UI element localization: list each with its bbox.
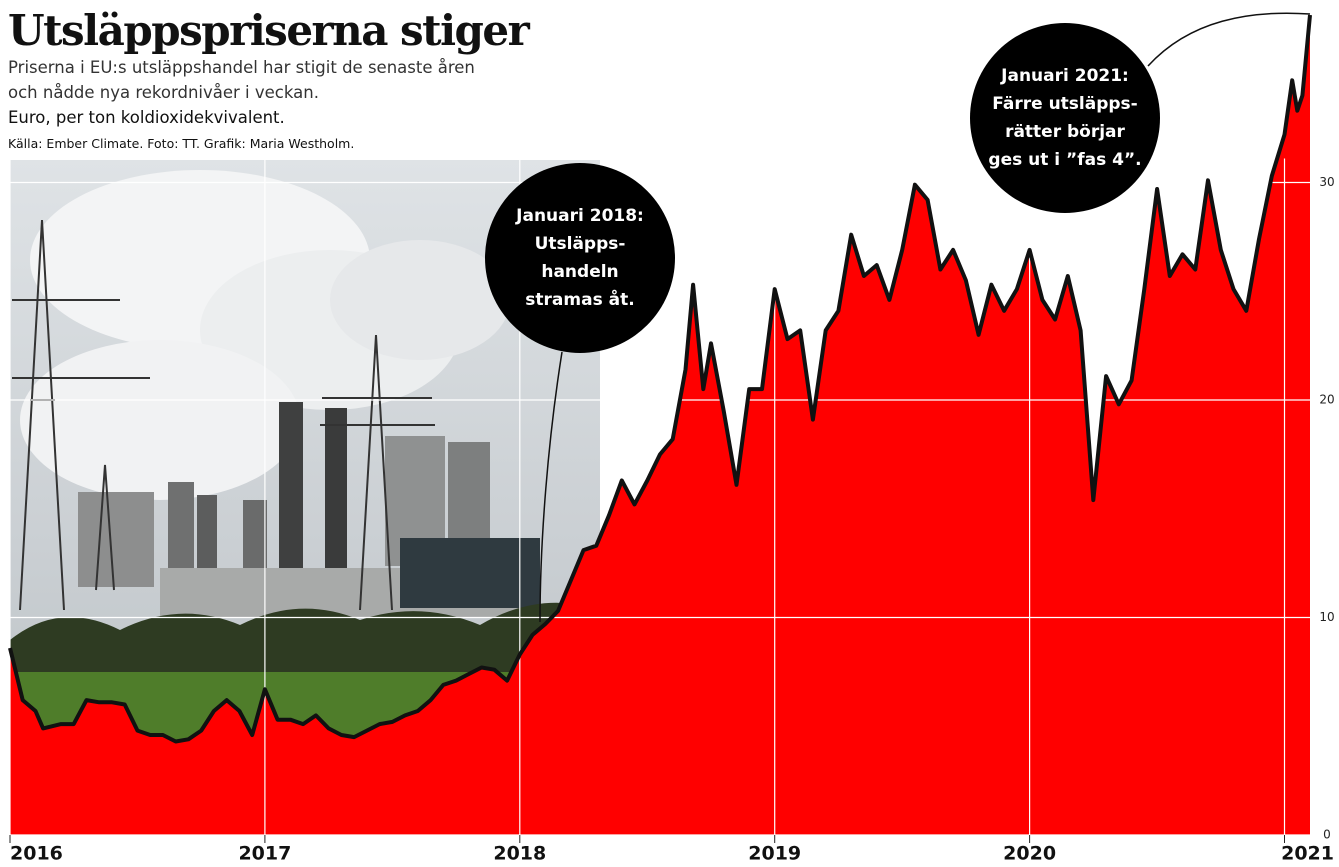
y-tick-label: 30: [1319, 175, 1334, 189]
annotation: stramas åt.: [525, 288, 634, 310]
y-tick-label: 0: [1323, 828, 1331, 842]
subtitle: Priserna i EU:s utsläppshandel har stigi…: [8, 58, 475, 77]
y-tick-label: 10: [1319, 610, 1334, 624]
x-tick-label: 2019: [748, 843, 801, 865]
annotation: Färre utsläpps-: [992, 94, 1137, 114]
annotation: ges ut i ”fas 4”.: [988, 150, 1141, 170]
y-tick-label: 20: [1319, 393, 1334, 407]
page: 0 10 20 30 2016 2017 2018 2019 2020 2021 Januari …: [0, 0, 1339, 867]
x-tick-label: 2021: [1281, 843, 1334, 865]
subtitle: och nådde nya rekordnivåer i veckan.: [8, 83, 319, 102]
x-tick-label: 2018: [493, 843, 546, 865]
annotation: handeln: [541, 262, 618, 282]
x-tick-label: 2016: [10, 843, 63, 865]
source: Källa: Ember Climate. Foto: TT. Grafik: …: [8, 136, 354, 151]
annotation: Januari 2021:: [1000, 66, 1129, 86]
annotation: Utsläpps-: [535, 234, 626, 254]
x-tick-label: 2020: [1003, 843, 1056, 865]
unit-label: Euro, per ton koldioxidekvivalent.: [8, 108, 285, 127]
x-tick-label: 2017: [238, 843, 291, 865]
chart: 0 10 20 30 2016 2017 2018 2019 2020 2021 Januari …: [0, 0, 1339, 867]
annotation: rätter börjar: [1005, 122, 1125, 142]
chart-title: Utsläppspriserna stiger: [8, 6, 528, 55]
annotation: Januari 2018:: [515, 206, 644, 226]
